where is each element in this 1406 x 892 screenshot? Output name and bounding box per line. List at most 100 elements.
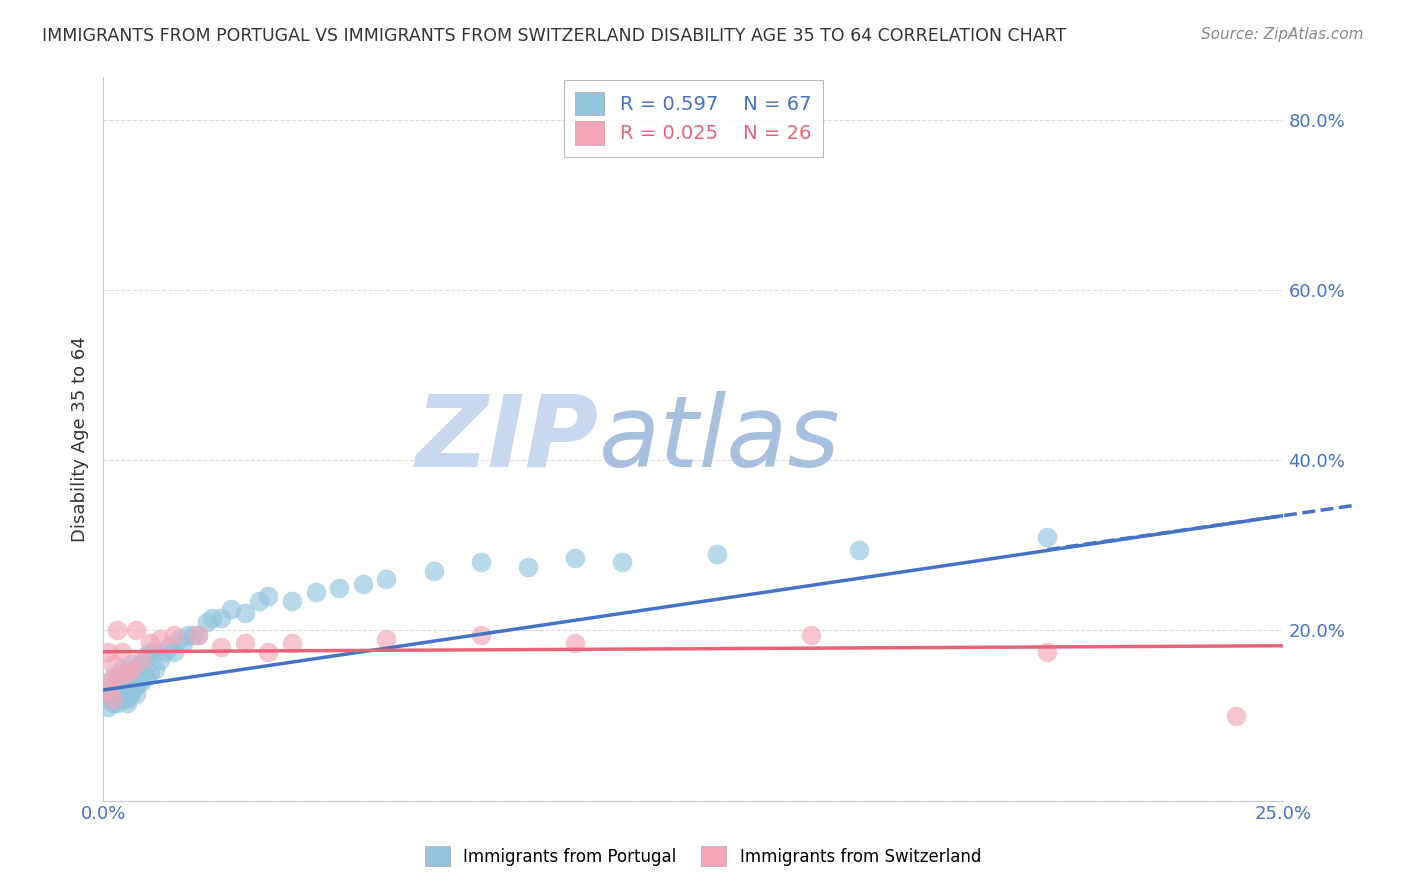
- Point: [105, 683, 128, 698]
- Point: [800, 628, 823, 642]
- Point: [470, 555, 492, 569]
- Point: [111, 691, 134, 706]
- Legend: R = 0.597    N = 67, R = 0.025    N = 26: R = 0.597 N = 67, R = 0.025 N = 26: [564, 80, 823, 156]
- Point: [97, 674, 120, 689]
- Point: [233, 636, 256, 650]
- Point: [111, 645, 134, 659]
- Point: [187, 628, 209, 642]
- Point: [111, 687, 134, 701]
- Point: [177, 628, 200, 642]
- Point: [111, 662, 134, 676]
- Point: [1036, 530, 1059, 544]
- Point: [101, 691, 124, 706]
- Text: atlas: atlas: [599, 391, 841, 488]
- Text: IMMIGRANTS FROM PORTUGAL VS IMMIGRANTS FROM SWITZERLAND DISABILITY AGE 35 TO 64 : IMMIGRANTS FROM PORTUGAL VS IMMIGRANTS F…: [42, 27, 1066, 45]
- Point: [105, 670, 128, 684]
- Point: [115, 696, 138, 710]
- Point: [120, 670, 142, 684]
- Point: [209, 610, 232, 624]
- Point: [115, 683, 138, 698]
- Point: [375, 632, 398, 646]
- Point: [352, 576, 374, 591]
- Point: [470, 628, 492, 642]
- Point: [375, 573, 398, 587]
- Point: [129, 653, 152, 667]
- Point: [181, 628, 204, 642]
- Point: [97, 687, 120, 701]
- Point: [97, 683, 120, 698]
- Point: [120, 657, 142, 672]
- Point: [97, 683, 120, 698]
- Point: [1225, 708, 1247, 723]
- Y-axis label: Disability Age 35 to 64: Disability Age 35 to 64: [72, 336, 89, 542]
- Point: [101, 696, 124, 710]
- Point: [139, 636, 162, 650]
- Point: [125, 662, 148, 676]
- Point: [201, 610, 224, 624]
- Point: [115, 691, 138, 706]
- Point: [135, 670, 157, 684]
- Point: [1036, 645, 1059, 659]
- Point: [139, 665, 162, 680]
- Point: [848, 542, 870, 557]
- Point: [247, 593, 270, 607]
- Point: [120, 687, 142, 701]
- Point: [125, 687, 148, 701]
- Point: [143, 662, 166, 676]
- Point: [105, 691, 128, 706]
- Point: [149, 632, 172, 646]
- Point: [115, 674, 138, 689]
- Point: [115, 665, 138, 680]
- Point: [195, 615, 218, 629]
- Point: [157, 640, 180, 655]
- Point: [706, 547, 728, 561]
- Point: [281, 593, 304, 607]
- Point: [135, 648, 157, 663]
- Point: [115, 665, 138, 680]
- Point: [564, 636, 586, 650]
- Point: [187, 628, 209, 642]
- Point: [328, 581, 350, 595]
- Point: [101, 691, 124, 706]
- Point: [125, 679, 148, 693]
- Point: [149, 653, 172, 667]
- Text: Source: ZipAtlas.com: Source: ZipAtlas.com: [1201, 27, 1364, 42]
- Point: [125, 624, 148, 638]
- Point: [281, 636, 304, 650]
- Text: ZIP: ZIP: [416, 391, 599, 488]
- Point: [163, 628, 186, 642]
- Point: [517, 559, 540, 574]
- Point: [97, 691, 120, 706]
- Point: [101, 670, 124, 684]
- Point: [105, 696, 128, 710]
- Point: [139, 645, 162, 659]
- Point: [612, 555, 634, 569]
- Point: [422, 564, 444, 578]
- Point: [97, 645, 120, 659]
- Point: [209, 640, 232, 655]
- Point: [105, 674, 128, 689]
- Point: [153, 645, 176, 659]
- Point: [111, 679, 134, 693]
- Point: [111, 670, 134, 684]
- Point: [101, 683, 124, 698]
- Point: [97, 700, 120, 714]
- Point: [105, 624, 128, 638]
- Point: [172, 636, 194, 650]
- Point: [233, 607, 256, 621]
- Point: [120, 683, 142, 698]
- Point: [257, 645, 280, 659]
- Point: [143, 645, 166, 659]
- Point: [304, 585, 326, 599]
- Point: [257, 590, 280, 604]
- Legend: Immigrants from Portugal, Immigrants from Switzerland: Immigrants from Portugal, Immigrants fro…: [416, 838, 990, 875]
- Point: [167, 632, 190, 646]
- Point: [129, 674, 152, 689]
- Point: [120, 662, 142, 676]
- Point: [163, 645, 186, 659]
- Point: [564, 551, 586, 566]
- Point: [219, 602, 242, 616]
- Point: [105, 687, 128, 701]
- Point: [101, 657, 124, 672]
- Point: [129, 657, 152, 672]
